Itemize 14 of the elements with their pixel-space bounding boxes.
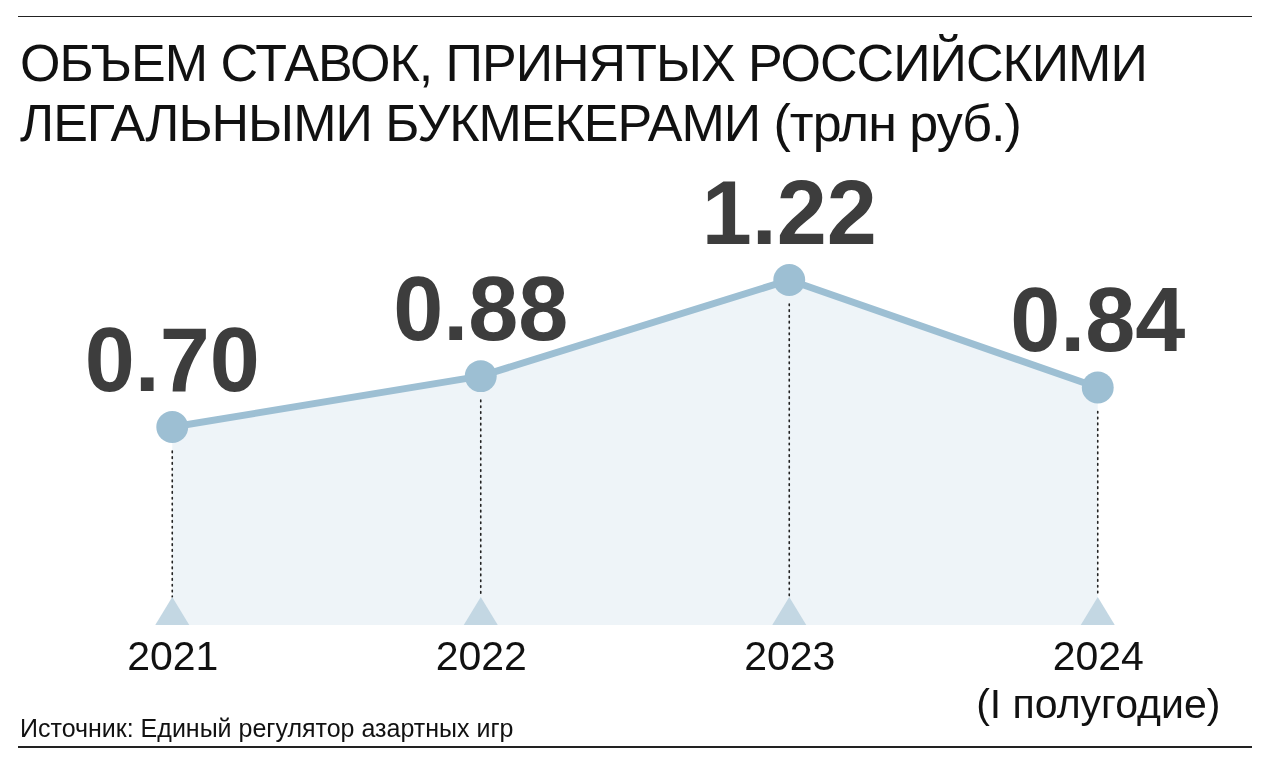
x-tick-label: 2021	[127, 632, 219, 679]
data-label: 0.70	[84, 310, 260, 411]
point	[464, 360, 497, 393]
point	[773, 264, 806, 296]
data-label: 0.84	[1010, 270, 1186, 371]
x-tick-label: 2022	[435, 632, 527, 679]
x-tick-label: 2024 (I полугодие)	[976, 632, 1221, 727]
chart-title: ОБЪЕМ СТАВОК, ПРИНЯТЫХ РОССИЙСКИМИ ЛЕГАЛЬНЫМИ БУКМЕКЕРАМИ (трлн руб.)	[20, 34, 1147, 152]
point	[156, 411, 189, 443]
point	[1081, 371, 1114, 404]
text: Источник: Единый регулятор азартных игр	[20, 713, 514, 743]
data-label: 1.22	[701, 163, 877, 263]
data-label: 0.88	[393, 259, 569, 360]
x-tick-label: 2023	[744, 632, 836, 679]
